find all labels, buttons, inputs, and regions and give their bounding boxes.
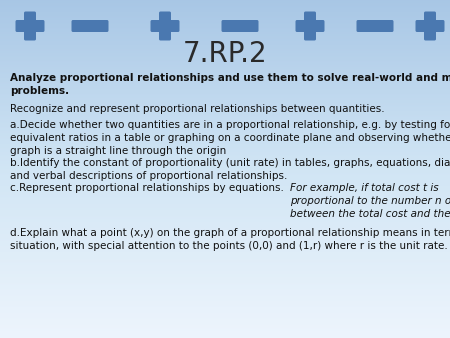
FancyBboxPatch shape — [424, 11, 436, 41]
Text: Recognize and represent proportional relationships between quantities.: Recognize and represent proportional rel… — [10, 104, 385, 114]
FancyBboxPatch shape — [15, 20, 45, 32]
FancyBboxPatch shape — [150, 20, 180, 32]
Text: c.Represent proportional relationships by equations.: c.Represent proportional relationships b… — [10, 183, 290, 193]
FancyBboxPatch shape — [296, 20, 324, 32]
FancyBboxPatch shape — [356, 20, 393, 32]
FancyBboxPatch shape — [72, 20, 108, 32]
FancyBboxPatch shape — [159, 11, 171, 41]
FancyBboxPatch shape — [221, 20, 258, 32]
Text: d.Explain what a point (x,y) on the graph of a proportional relationship means i: d.Explain what a point (x,y) on the grap… — [10, 228, 450, 251]
FancyBboxPatch shape — [24, 11, 36, 41]
Text: a.Decide whether two quantities are in a proportional relationship, e.g. by test: a.Decide whether two quantities are in a… — [10, 120, 450, 156]
Text: For example, if total cost t is
proportional to the number n of items purchased : For example, if total cost t is proporti… — [290, 183, 450, 219]
Text: Analyze proportional relationships and use them to solve real-world and mathemat: Analyze proportional relationships and u… — [10, 73, 450, 96]
Text: 7.RP.2: 7.RP.2 — [183, 40, 267, 68]
FancyBboxPatch shape — [415, 20, 445, 32]
FancyBboxPatch shape — [304, 11, 316, 41]
Text: b.Identify the constant of proportionality (unit rate) in tables, graphs, equati: b.Identify the constant of proportionali… — [10, 158, 450, 181]
